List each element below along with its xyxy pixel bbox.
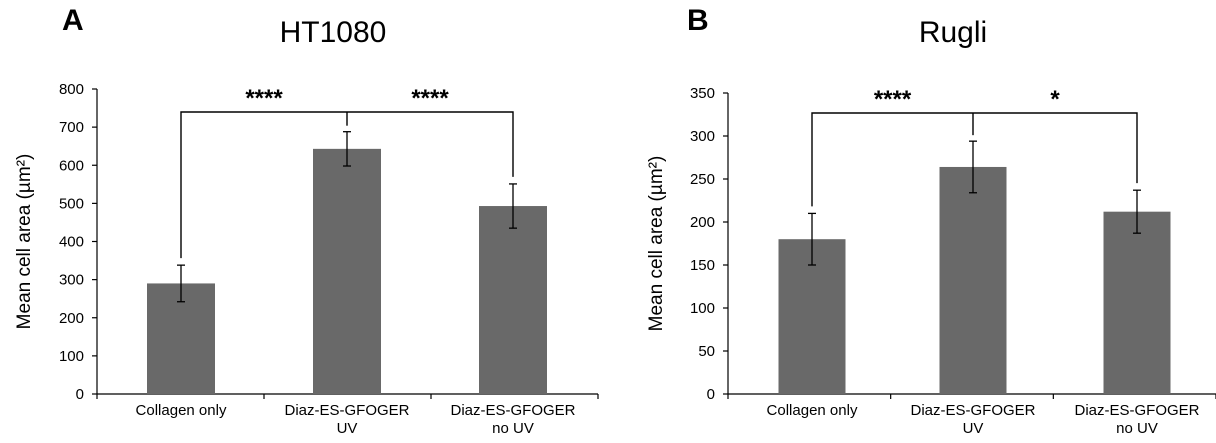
panel-letter: B: [687, 4, 709, 37]
significance-label: ****: [874, 86, 912, 113]
y-tick-label: 350: [690, 85, 715, 102]
y-tick-label: 300: [690, 128, 715, 145]
significance-label: ****: [411, 85, 449, 112]
significance-label: *: [1050, 86, 1060, 113]
y-axis-title: Mean cell area (µm²): [14, 154, 35, 330]
chart-panel-b: B Rugli 0 50 100 150 200 250 300 350 Mean cell are…: [646, 4, 1216, 437]
y-tick-label: 700: [59, 119, 84, 136]
panel-letter: A: [62, 4, 84, 37]
y-axis-title: Mean cell area (µm²): [646, 156, 667, 332]
bar: [939, 166, 1007, 394]
chart-panel-a: A HT1080 0 100 200 300 400 500 600 700 800 Mean cel…: [14, 4, 599, 437]
x-category-label: Diaz-ES-GFOGER: [284, 402, 409, 419]
x-category-label: UV: [337, 420, 358, 437]
y-tick-label: 150: [690, 257, 715, 274]
y-tick-label: 50: [698, 343, 715, 360]
y-tick-label: 200: [690, 214, 715, 231]
significance-label: ****: [245, 85, 283, 112]
x-category-label: Collagen only: [136, 402, 227, 419]
y-tick-label: 100: [690, 300, 715, 317]
bar: [1103, 211, 1171, 394]
y-tick-label: 400: [59, 234, 84, 251]
x-category-label: Diaz-ES-GFOGER: [1074, 402, 1199, 419]
chart-title: Rugli: [919, 16, 987, 49]
bar: [313, 148, 381, 394]
y-tick-label: 500: [59, 195, 84, 212]
x-category-label: no UV: [492, 420, 534, 437]
chart-title: HT1080: [280, 16, 387, 49]
y-tick-label: 0: [76, 386, 84, 403]
x-category-label: Diaz-ES-GFOGER: [450, 402, 575, 419]
bar: [479, 206, 547, 394]
y-tick-label: 0: [707, 386, 715, 403]
y-tick-label: 800: [59, 81, 84, 98]
y-tick-label: 100: [59, 348, 84, 365]
y-tick-label: 250: [690, 171, 715, 188]
x-category-label: Collagen only: [767, 402, 858, 419]
x-category-label: no UV: [1116, 420, 1158, 437]
significance-bracket: [811, 112, 1138, 207]
y-tick-label: 300: [59, 272, 84, 289]
y-tick-label: 200: [59, 310, 84, 327]
x-category-label: Diaz-ES-GFOGER: [910, 402, 1035, 419]
y-tick-label: 600: [59, 157, 84, 174]
x-category-label: UV: [963, 420, 984, 437]
